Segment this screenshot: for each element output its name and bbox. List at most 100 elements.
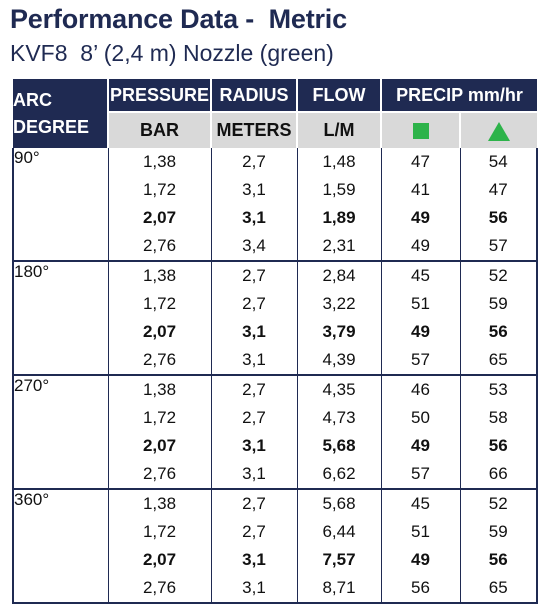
flow-cell: 2,84 <box>297 261 382 290</box>
arc-degree-cell: 270° <box>13 375 109 490</box>
flow-cell: 5,68 <box>297 432 382 460</box>
precip-square-cell: 45 <box>381 489 461 518</box>
table-row: 2,07 3,1 1,89 49 56 <box>13 204 537 232</box>
flow-cell: 3,22 <box>297 290 382 318</box>
precip-triangle-header <box>460 111 538 148</box>
precip-triangle-cell: 59 <box>488 522 508 541</box>
precip-square-cell: 50 <box>381 404 461 432</box>
flow-cell: 6,62 <box>297 460 382 490</box>
precip-triangle-cell: 53 <box>488 380 508 399</box>
precip-square-cell: 56 <box>381 574 461 604</box>
flow-cell: 1,48 <box>297 148 382 176</box>
precip-square-cell: 45 <box>381 261 461 290</box>
radius-cell: 3,1 <box>211 318 298 346</box>
arc-degree-cell: 90° <box>13 148 109 262</box>
precip-square-cell: 51 <box>381 518 461 546</box>
precip-header: PRECIP mm/hr <box>381 79 538 112</box>
flow-header: FLOW <box>297 79 382 112</box>
table-row: 180° 1,38 2,7 2,84 45 52 <box>13 261 537 376</box>
flow-cell: 8,71 <box>297 574 382 604</box>
flow-cell: 1,89 <box>297 204 382 232</box>
table-row: 2,76 3,4 2,31 49 57 <box>13 232 538 262</box>
precip-square-cell: 57 <box>381 460 461 490</box>
pressure-cell: 1,38 <box>108 489 212 518</box>
precip-triangle-cell: 54 <box>488 152 508 171</box>
precip-square-cell: 51 <box>381 290 461 318</box>
table-row: 2,76 3,1 4,39 57 65 <box>13 346 538 376</box>
meters-unit-header: METERS <box>211 111 298 148</box>
table-row: 360° 1,38 2,7 5,68 45 52 <box>13 489 537 604</box>
flow-cell: 4,39 <box>297 346 382 376</box>
page-title: Performance Data - Metric <box>10 4 347 34</box>
precip-triangle-cell: 52 <box>488 266 508 285</box>
radius-cell: 2,7 <box>211 375 298 404</box>
radius-cell: 3,1 <box>211 204 298 232</box>
pressure-cell: 2,76 <box>108 346 212 376</box>
flow-cell: 7,57 <box>297 546 382 574</box>
precip-triangle-cell: 56 <box>488 436 508 455</box>
flow-cell: 6,44 <box>297 518 382 546</box>
pressure-cell: 1,72 <box>108 404 212 432</box>
radius-cell: 2,7 <box>211 290 298 318</box>
radius-header: RADIUS <box>211 79 298 112</box>
table-row: 270° 1,38 2,7 4,35 46 53 <box>13 375 537 490</box>
bar-unit-header: BAR <box>108 111 212 148</box>
precip-square-cell: 47 <box>381 148 461 176</box>
radius-cell: 3,1 <box>211 574 298 604</box>
radius-cell: 2,7 <box>211 518 298 546</box>
table-row: 1,72 2,7 3,22 51 59 <box>13 290 537 318</box>
pressure-cell: 2,76 <box>108 460 212 490</box>
arc-degree-header: ARC DEGREE <box>13 79 109 148</box>
radius-cell: 3,1 <box>211 176 298 204</box>
pressure-cell: 1,72 <box>108 518 212 546</box>
arc-degree-cell: 360° <box>13 489 109 604</box>
precip-triangle-cell: 52 <box>488 494 508 513</box>
precip-triangle-cell: 65 <box>460 574 538 604</box>
precip-triangle-cell: 58 <box>488 408 508 427</box>
radius-cell: 2,7 <box>211 489 298 518</box>
green-square-icon <box>412 123 429 140</box>
radius-cell: 2,7 <box>211 404 298 432</box>
page-subtitle: KVF8 8’ (2,4 m) Nozzle (green) <box>10 40 334 66</box>
arc-header-line2: DEGREE <box>13 116 90 137</box>
flow-cell: 4,35 <box>297 375 382 404</box>
radius-cell: 3,1 <box>211 460 298 490</box>
pressure-cell: 2,76 <box>108 574 212 604</box>
precip-square-cell: 49 <box>381 546 461 574</box>
flow-cell: 4,73 <box>297 404 382 432</box>
performance-table: ARC DEGREE PRESSURE RADIUS FLOW PRECIP m… <box>12 79 538 604</box>
table-row: 2,76 3,1 8,71 56 65 <box>13 574 538 604</box>
precip-square-header <box>381 111 461 148</box>
flow-cell: 1,59 <box>297 176 382 204</box>
pressure-cell: 2,07 <box>108 318 212 346</box>
precip-square-cell: 49 <box>381 318 461 346</box>
pressure-cell: 1,38 <box>108 375 212 404</box>
precip-triangle-cell: 56 <box>488 550 508 569</box>
table-row: 2,07 3,1 7,57 49 56 <box>13 546 537 574</box>
table-row: 90° 1,38 2,7 1,48 47 54 <box>13 148 537 262</box>
arc-header-line1: ARC <box>13 89 52 110</box>
radius-cell: 3,1 <box>211 546 298 574</box>
pressure-cell: 2,07 <box>108 204 212 232</box>
precip-square-cell: 49 <box>381 232 461 262</box>
precip-triangle-cell: 66 <box>460 460 538 490</box>
pressure-cell: 1,72 <box>108 290 212 318</box>
precip-square-cell: 49 <box>381 204 461 232</box>
radius-cell: 2,7 <box>211 261 298 290</box>
precip-square-cell: 49 <box>381 432 461 460</box>
precip-triangle-cell: 65 <box>460 346 538 376</box>
precip-triangle-cell: 47 <box>488 180 508 199</box>
table-row: 1,72 2,7 6,44 51 59 <box>13 518 537 546</box>
pressure-header: PRESSURE <box>108 79 212 112</box>
precip-triangle-cell: 56 <box>488 322 508 341</box>
arc-degree-cell: 180° <box>13 261 109 376</box>
radius-cell: 3,1 <box>211 432 298 460</box>
table-row: 2,07 3,1 3,79 49 56 <box>13 318 537 346</box>
table-row: 1,72 2,7 4,73 50 58 <box>13 404 537 432</box>
table-body: 90° 1,38 2,7 1,48 47 54 1,72 3,1 1,59 41 47 2,07 3,1… <box>13 148 538 604</box>
radius-cell: 3,4 <box>211 232 298 262</box>
precip-triangle-cell: 57 <box>460 232 538 262</box>
green-triangle-icon <box>488 121 510 141</box>
pressure-cell: 1,38 <box>108 261 212 290</box>
precip-square-cell: 46 <box>381 375 461 404</box>
